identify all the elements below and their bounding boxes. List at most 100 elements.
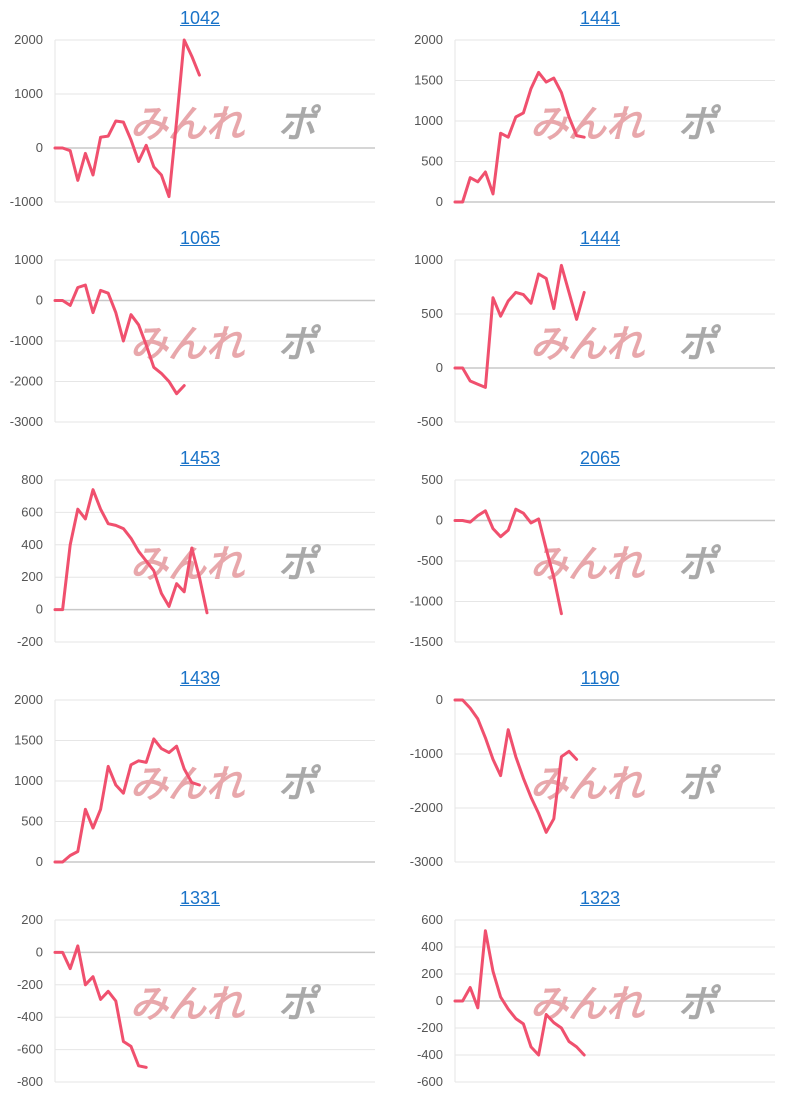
line-chart: 2000 1500 1000 500 0 みんれポ	[14, 692, 375, 869]
chart-title-link[interactable]: 2065	[579, 448, 621, 468]
watermark-text: みんれ	[530, 762, 645, 806]
line-chart: 0 -1000 -2000 -3000 みんれポ	[410, 692, 775, 869]
y-tick-label: 0	[36, 944, 43, 959]
y-tick-label: 2000	[414, 32, 443, 47]
series-line	[453, 263, 586, 389]
y-tick-label: -1500	[410, 634, 443, 649]
y-tick-label: -800	[17, 1074, 43, 1089]
y-tick-label: 2000	[14, 692, 43, 707]
y-tick-label: 1500	[14, 733, 43, 748]
y-tick-label: -1000	[10, 194, 43, 209]
line-chart: 2000 1500 1000 500 0 みんれポ	[414, 32, 775, 209]
y-tick-label: -600	[17, 1042, 43, 1057]
chart-panel: 1000 500 0 -500 みんれポ 1444	[400, 220, 800, 440]
y-tick-label: -1000	[410, 594, 443, 609]
chart-panel: 1000 0 -1000 -2000 -3000 みんれポ 1065	[0, 220, 400, 440]
y-tick-label: 500	[421, 472, 443, 487]
y-tick-label: 0	[36, 602, 43, 617]
chart-panel: 2000 1000 0 -1000 みんれポ 1042	[0, 0, 400, 220]
chart-panel: 600 400 200 0 -200 -400 -600 みんれポ 1323	[400, 880, 800, 1100]
watermark-text: ポ	[278, 982, 322, 1026]
chart-title-link[interactable]: 1331	[179, 888, 221, 908]
line-chart: 600 400 200 0 -200 -400 -600 みんれポ	[417, 912, 775, 1089]
y-tick-label: 500	[421, 154, 443, 169]
watermark-text: みんれ	[130, 982, 245, 1026]
line-chart: 5000-500-1000-1500みんれポ	[410, 472, 775, 649]
line-chart: 8006004002000-200みんれポ	[17, 472, 375, 649]
watermark-text: みんれ	[130, 322, 245, 366]
y-tick-label: 500	[21, 814, 43, 829]
y-tick-label: 400	[421, 939, 443, 954]
series-line	[53, 944, 148, 1069]
y-tick-label: 2000	[14, 32, 43, 47]
chart-panel: 0 -1000 -2000 -3000 みんれポ 1190	[400, 660, 800, 880]
y-tick-label: -3000	[410, 854, 443, 869]
line-chart: 1000 500 0 -500 みんれポ	[414, 252, 775, 429]
y-tick-label: 1500	[414, 73, 443, 88]
chart-title-link[interactable]: 1323	[579, 888, 621, 908]
chart-title-link[interactable]: 1042	[179, 8, 221, 28]
watermark-text: ポ	[678, 982, 722, 1026]
watermark-text: ポ	[678, 102, 722, 146]
y-tick-label: 0	[436, 993, 443, 1008]
watermark-text: みんれ	[130, 762, 245, 806]
y-tick-label: 1000	[14, 252, 43, 267]
y-tick-label: -400	[417, 1047, 443, 1062]
y-tick-label: 200	[21, 569, 43, 584]
watermark-text: ポ	[278, 762, 322, 806]
y-tick-label: 500	[421, 306, 443, 321]
line-chart: 200 0 -200 -400 -600 -800 みんれポ	[17, 912, 375, 1089]
watermark-text: ポ	[278, 542, 322, 586]
y-tick-label: -200	[17, 634, 43, 649]
y-tick-label: -500	[417, 553, 443, 568]
y-tick-label: 0	[436, 194, 443, 209]
series-line	[453, 507, 563, 616]
watermark-text: ポ	[678, 322, 722, 366]
y-tick-label: 0	[36, 854, 43, 869]
series-line	[53, 283, 186, 396]
line-chart: 2000 1000 0 -1000 みんれポ	[10, 32, 375, 209]
chart-title-link[interactable]: 1453	[179, 448, 221, 468]
watermark-text: ポ	[678, 762, 722, 806]
chart-title-link[interactable]: 1065	[179, 228, 221, 248]
y-tick-label: 200	[21, 912, 43, 927]
y-tick-label: 600	[21, 504, 43, 519]
watermark-text: ポ	[278, 322, 322, 366]
y-tick-label: 600	[421, 912, 443, 927]
y-tick-label: 0	[436, 513, 443, 528]
chart-title-link[interactable]: 1439	[179, 668, 221, 688]
y-tick-label: 800	[21, 472, 43, 487]
y-tick-label: -2000	[410, 800, 443, 815]
y-tick-label: 0	[436, 692, 443, 707]
watermark-text: みんれ	[530, 102, 645, 146]
y-tick-label: -2000	[10, 374, 43, 389]
y-tick-label: 1000	[414, 113, 443, 128]
chart-panel: 2000 1500 1000 500 0 みんれポ 1441	[400, 0, 800, 220]
watermark-text: みんれ	[130, 102, 245, 146]
series-line	[53, 38, 201, 199]
watermark-text: ポ	[678, 542, 722, 586]
series-line	[453, 929, 586, 1057]
y-tick-label: -200	[17, 977, 43, 992]
chart-title-link[interactable]: 1441	[579, 8, 621, 28]
chart-title-link[interactable]: 1190	[580, 668, 620, 688]
y-tick-label: 400	[21, 537, 43, 552]
series-line	[453, 698, 579, 834]
series-line	[53, 737, 201, 864]
y-tick-label: -500	[417, 414, 443, 429]
line-chart: 1000 0 -1000 -2000 -3000 みんれポ	[10, 252, 375, 429]
y-tick-label: -600	[417, 1074, 443, 1089]
chart-title-link[interactable]: 1444	[579, 228, 621, 248]
y-tick-label: 0	[36, 293, 43, 308]
y-tick-label: 0	[36, 140, 43, 155]
y-tick-label: -1000	[10, 333, 43, 348]
chart-panel: 2000 1500 1000 500 0 みんれポ 1439	[0, 660, 400, 880]
chart-panel: 500 0 -500 -1000 -1500 みんれポ 2065	[400, 440, 800, 660]
y-tick-label: -1000	[410, 746, 443, 761]
y-tick-label: -400	[17, 1009, 43, 1024]
y-tick-label: 200	[421, 966, 443, 981]
y-tick-label: -200	[417, 1020, 443, 1035]
series-line	[453, 70, 586, 204]
y-tick-label: -3000	[10, 414, 43, 429]
chart-panel: 800 600 400 200 0 -200 みんれポ 1453	[0, 440, 400, 660]
